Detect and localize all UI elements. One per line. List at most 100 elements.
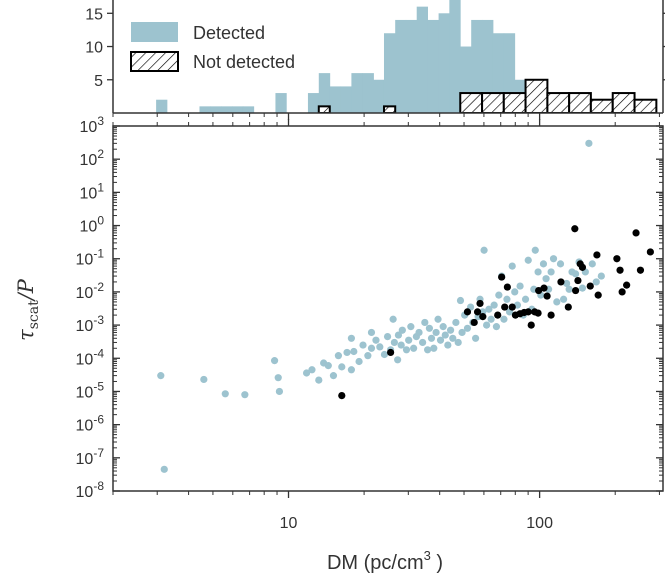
point-detected: [398, 326, 406, 334]
point-detected: [597, 272, 605, 280]
point-detected: [524, 256, 532, 264]
bar-detected: [416, 6, 428, 113]
point-detected: [452, 318, 460, 327]
bar-detected: [232, 106, 244, 113]
x-axis-label-exponent: 3: [424, 548, 431, 563]
scatter-panel: 10-810-710-610-510-410-310-210-110010110…: [14, 114, 664, 574]
point-detected: [157, 372, 165, 380]
point-detected: [516, 282, 524, 290]
point-not-detected: [470, 318, 478, 327]
point-not-detected: [508, 303, 516, 311]
point-detected: [585, 139, 593, 147]
scatter-y-tick-label: 102: [80, 147, 105, 169]
bar-not-detected: [481, 92, 505, 113]
scatter-y-tick-base: 10: [80, 119, 98, 136]
point-detected: [495, 291, 503, 299]
bar-detected: [221, 106, 233, 113]
bar-not-detected: [633, 98, 658, 113]
point-not-detected: [646, 248, 654, 256]
point-detected: [487, 315, 495, 323]
y-axis-label-subscript: scat: [26, 300, 42, 329]
bar-detected: [482, 19, 494, 113]
point-detected: [383, 333, 392, 341]
point-detected: [200, 375, 208, 384]
point-detected: [405, 336, 413, 344]
scatter-x-tick-label: 100: [526, 515, 553, 532]
point-detected: [430, 344, 438, 352]
histogram-axes: 5 10 15: [85, 0, 665, 120]
bar-detected: [449, 0, 461, 113]
bar-detected: [362, 73, 374, 113]
bar-not-detected: [502, 92, 527, 113]
scatter-y-tick-exponent: 2: [97, 147, 104, 161]
legend-swatch-not-detected: [130, 51, 179, 72]
scatter-frame: [112, 125, 664, 492]
point-detected: [241, 391, 249, 399]
point-detected: [441, 331, 449, 339]
scatter-y-tick-label: 10-8: [76, 479, 105, 501]
histogram-panel: 5 10 15 Detected Not detected: [85, 0, 665, 120]
scatter-y-tick-base: 10: [76, 318, 94, 335]
scatter-y-tick-base: 10: [76, 351, 94, 368]
point-detected: [480, 246, 488, 254]
bar-not-detected: [459, 92, 484, 113]
point-not-detected: [586, 282, 594, 290]
legend-label-not-detected: Not detected: [193, 52, 295, 72]
point-detected: [397, 341, 405, 349]
bar-detected: [340, 86, 352, 113]
point-not-detected: [501, 303, 509, 311]
point-detected: [221, 390, 229, 398]
bar-detected: [373, 79, 385, 113]
scatter-y-tick-label: 10-1: [76, 247, 105, 269]
point-not-detected: [479, 313, 487, 321]
point-detected: [531, 246, 539, 254]
point-detected: [308, 366, 316, 374]
scatter-y-tick-label: 101: [80, 180, 105, 202]
point-detected: [446, 326, 455, 334]
point-detected: [347, 334, 355, 342]
bar-detected: [460, 46, 472, 113]
scatter-y-tick-base: 10: [76, 418, 94, 435]
scatter-y-tick-label: 100: [80, 214, 105, 236]
point-detected: [456, 296, 465, 305]
point-detected: [485, 305, 493, 313]
scatter-y-tick-exponent: -4: [93, 346, 104, 360]
point-detected: [508, 262, 516, 270]
point-not-detected: [534, 309, 542, 317]
point-not-detected: [524, 308, 532, 316]
scatter-y-tick-label: 10-2: [76, 280, 105, 302]
scatter-y-tick-label: 10-5: [76, 379, 105, 401]
bar-detected: [307, 93, 320, 113]
point-detected: [160, 465, 168, 473]
scatter-y-tick-label: 10-7: [76, 446, 105, 468]
point-detected: [549, 255, 558, 263]
point-detected: [359, 341, 367, 349]
point-detected: [444, 341, 452, 349]
histogram-bars: [156, 0, 658, 113]
legend: Detected Not detected: [130, 22, 295, 72]
scatter-y-tick-base: 10: [76, 451, 94, 468]
point-detected: [436, 336, 445, 344]
bar-detected: [329, 86, 341, 113]
point-detected: [425, 324, 434, 332]
point-detected: [376, 343, 384, 351]
point-detected: [500, 315, 508, 323]
point-detected: [347, 366, 355, 374]
point-not-detected: [618, 288, 626, 296]
scatter-y-tick-exponent: -5: [93, 379, 104, 393]
point-detected: [556, 260, 565, 268]
scatter-y-tick-exponent: -6: [93, 413, 104, 427]
bar-not-detected: [568, 92, 592, 113]
point-detected: [315, 376, 323, 384]
point-detected: [407, 323, 415, 331]
y-axis-label-symbol: τ: [14, 329, 38, 341]
point-detected: [434, 315, 442, 323]
point-detected: [380, 350, 389, 359]
scatter-y-tick-base: 10: [80, 152, 98, 169]
point-not-detected: [494, 311, 502, 319]
point-detected: [572, 270, 580, 278]
point-not-detected: [593, 251, 601, 259]
bar-detected: [471, 19, 483, 113]
scatter-y-tick-base: 10: [76, 285, 94, 302]
legend-swatch-detected: [131, 22, 178, 42]
